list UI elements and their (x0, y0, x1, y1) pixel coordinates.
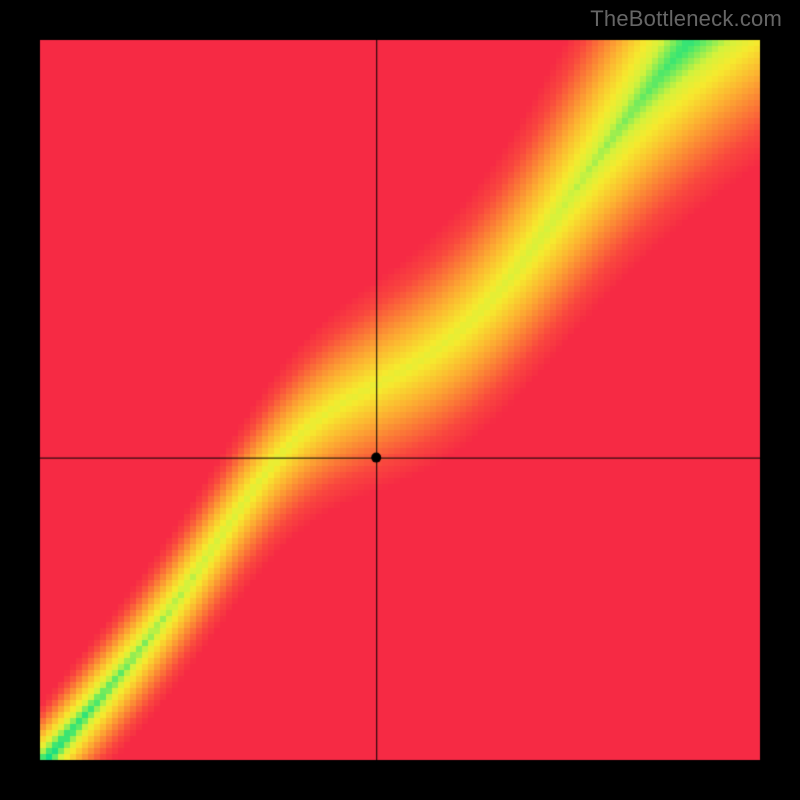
heatmap-canvas (0, 0, 800, 800)
watermark-text: TheBottleneck.com (590, 6, 782, 32)
chart-container: TheBottleneck.com (0, 0, 800, 800)
